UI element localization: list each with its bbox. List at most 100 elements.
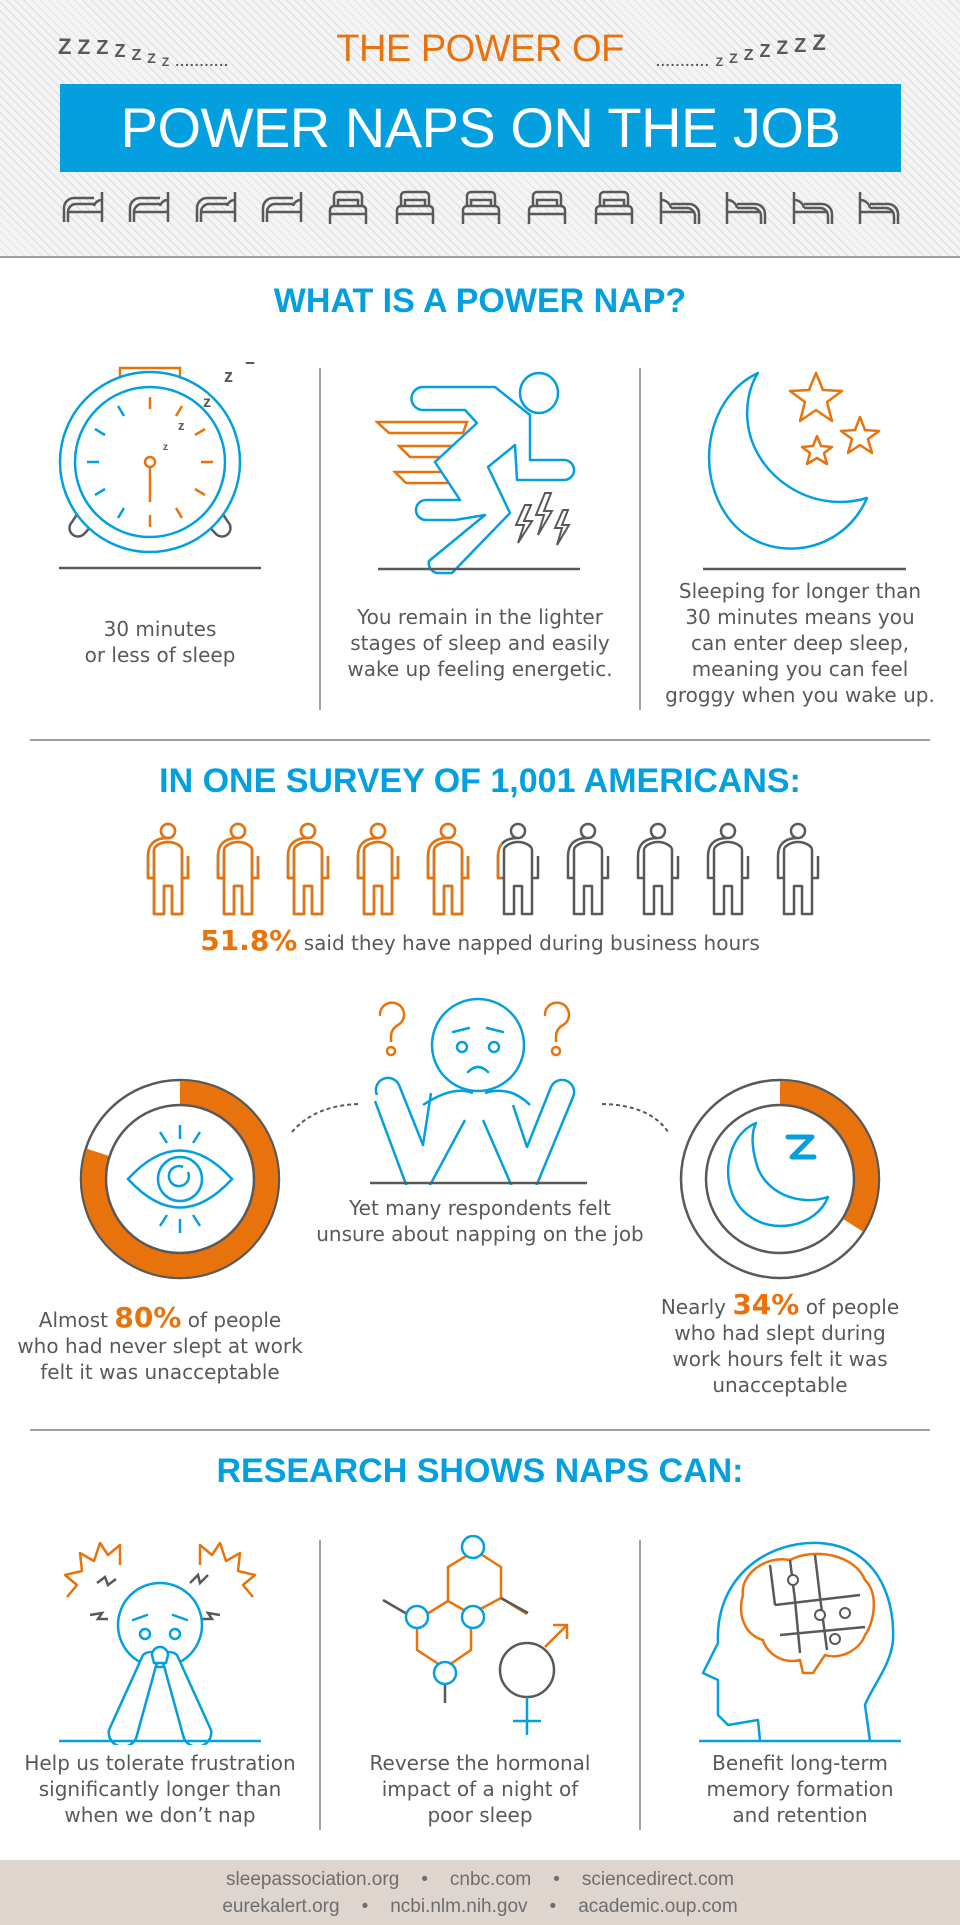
caption-line: significantly longer than [38, 1777, 282, 1801]
person-icon [776, 822, 820, 916]
person-icon [636, 822, 680, 916]
never-slept-stat: Almost 80% of people who had never slept… [10, 1304, 310, 1385]
z-letter: Z [161, 55, 170, 69]
caption-line: Nearly 34% of people [630, 1291, 930, 1320]
stat-value-34: 34% [732, 1288, 800, 1321]
bed-side-right-icon [726, 192, 767, 224]
napped-stat-value: 51.8% [200, 924, 298, 957]
bed-side-left-icon [62, 192, 104, 222]
z-letter: Z [729, 50, 738, 66]
svg-text:z: z [163, 442, 168, 453]
source-link[interactable]: academic.oup.com [578, 1896, 738, 1917]
source-link[interactable]: sleepassociation.org [226, 1869, 400, 1890]
source-link[interactable]: sciencedirect.com [581, 1869, 734, 1890]
z-letter: Z [794, 35, 807, 57]
power-nap-fact-2: You remain in the lighter stages of slee… [330, 604, 630, 682]
zzz-right: ........... Z Z Z Z Z Z Z [656, 30, 832, 69]
zzz-left: Z Z Z Z Z Z Z........... [58, 34, 235, 69]
z-letter: Z [131, 47, 142, 64]
research-benefit-2: Reverse the hormonal impact of a night o… [330, 1750, 630, 1828]
research-benefit-3: Benefit long-term memory formation and r… [650, 1750, 950, 1828]
main-title: POWER NAPS ON THE JOB [60, 84, 901, 172]
bed-front-icon [395, 190, 434, 224]
caption-line: stages of sleep and easily [350, 631, 610, 655]
subtitle-row: Z Z Z Z Z Z Z........... THE POWER OF ........… [0, 28, 960, 78]
caption-line: memory formation [706, 1777, 894, 1801]
section-divider [30, 739, 930, 741]
caption: Sleeping for longer than 30 minutes mean… [650, 578, 950, 708]
caption-line: Sleeping for longer than [678, 579, 922, 603]
people-pictogram [143, 820, 823, 916]
z-letter: Z [58, 34, 72, 59]
source-link[interactable]: ncbi.nlm.nih.gov [390, 1896, 528, 1917]
alarm-clock-icon: z z z z z [58, 362, 261, 570]
caption: Almost 80% of people who had never slept… [10, 1304, 310, 1385]
sources-row: sleepassociation.org • cnbc.com • sciencedir… [0, 1866, 960, 1893]
bed-front-icon [461, 190, 501, 224]
stat-suffix: of people [181, 1308, 282, 1332]
moon-z-icon [726, 1121, 830, 1228]
caption-line: work hours felt it was [672, 1347, 888, 1371]
source-link[interactable]: cnbc.com [449, 1869, 532, 1890]
donut-never-slept [79, 1078, 281, 1280]
caption-line: Almost 80% of people [10, 1304, 310, 1333]
svg-text:z: z [224, 366, 233, 386]
person-icon [356, 822, 400, 916]
svg-text:z: z [203, 394, 211, 411]
caption-line: can enter deep sleep, [691, 631, 909, 655]
caption-line: wake up feeling energetic. [347, 657, 613, 681]
eye-icon [126, 1125, 234, 1233]
caption: 30 minutes or less of sleep [10, 616, 310, 668]
research-benefit-1: Help us tolerate frustration significant… [10, 1750, 310, 1828]
divider-vertical [639, 368, 641, 710]
bed-side-left-icon [261, 192, 303, 222]
confused-person-icon [370, 997, 587, 1185]
stat-prefix: Almost [38, 1308, 115, 1332]
bed-side-left-icon [195, 192, 236, 222]
caption-line: groggy when you wake up. [665, 683, 935, 707]
person-icon [286, 822, 330, 916]
power-nap-fact-1: 30 minutes or less of sleep [10, 616, 310, 668]
bed-side-left-icon [129, 192, 170, 222]
section-title-research: RESEARCH SHOWS NAPS CAN: [216, 1452, 744, 1490]
caption-line: unsure about napping on the job [316, 1222, 644, 1246]
running-person-icon [375, 371, 580, 575]
sources-footer: sleepassociation.org • cnbc.com • sciencedir… [0, 1860, 960, 1925]
unsure-caption: Yet many respondents felt unsure about n… [290, 1195, 670, 1247]
caption-line: Yet many respondents felt [349, 1196, 611, 1220]
dots: ........... [175, 53, 229, 69]
caption-line: meaning you can feel [691, 657, 909, 681]
person-icon [706, 822, 750, 916]
dots: ........... [656, 53, 710, 69]
stat-prefix: Nearly [660, 1295, 733, 1319]
napped-stat: 51.8% said they have napped during busin… [0, 924, 960, 957]
hormone-molecule-icon [382, 1535, 569, 1735]
bed-front-icon [329, 190, 368, 224]
z-letter: Z [77, 36, 91, 59]
stat-suffix: of people [799, 1295, 900, 1319]
caption: Nearly 34% of people who had slept durin… [630, 1291, 930, 1398]
svg-text:z: z [245, 362, 255, 369]
dotted-connector-right [601, 1103, 669, 1133]
caption: Help us tolerate frustration significant… [10, 1750, 310, 1828]
caption: Reverse the hormonal impact of a night o… [330, 1750, 630, 1828]
divider-vertical [639, 1540, 641, 1830]
caption-line: impact of a night of [381, 1777, 579, 1801]
separator: • [361, 1896, 369, 1917]
caption-line: 30 minutes [103, 617, 217, 641]
separator: • [549, 1896, 557, 1917]
bed-side-right-icon [792, 192, 833, 224]
caption: You remain in the lighter stages of slee… [330, 604, 630, 682]
caption-line: You remain in the lighter [357, 605, 603, 629]
bed-side-right-icon [659, 192, 701, 224]
z-letter: Z [147, 50, 156, 66]
caption: Yet many respondents felt unsure about n… [290, 1195, 670, 1247]
separator: • [553, 1869, 560, 1890]
slept-stat: Nearly 34% of people who had slept durin… [630, 1291, 930, 1398]
source-link[interactable]: eurekalert.org [222, 1896, 340, 1917]
section-divider [30, 1429, 930, 1431]
caption-line: Benefit long-term [712, 1751, 888, 1775]
z-letter: Z [776, 38, 789, 59]
bed-side-right-icon [858, 192, 900, 224]
divider-vertical [319, 368, 321, 710]
